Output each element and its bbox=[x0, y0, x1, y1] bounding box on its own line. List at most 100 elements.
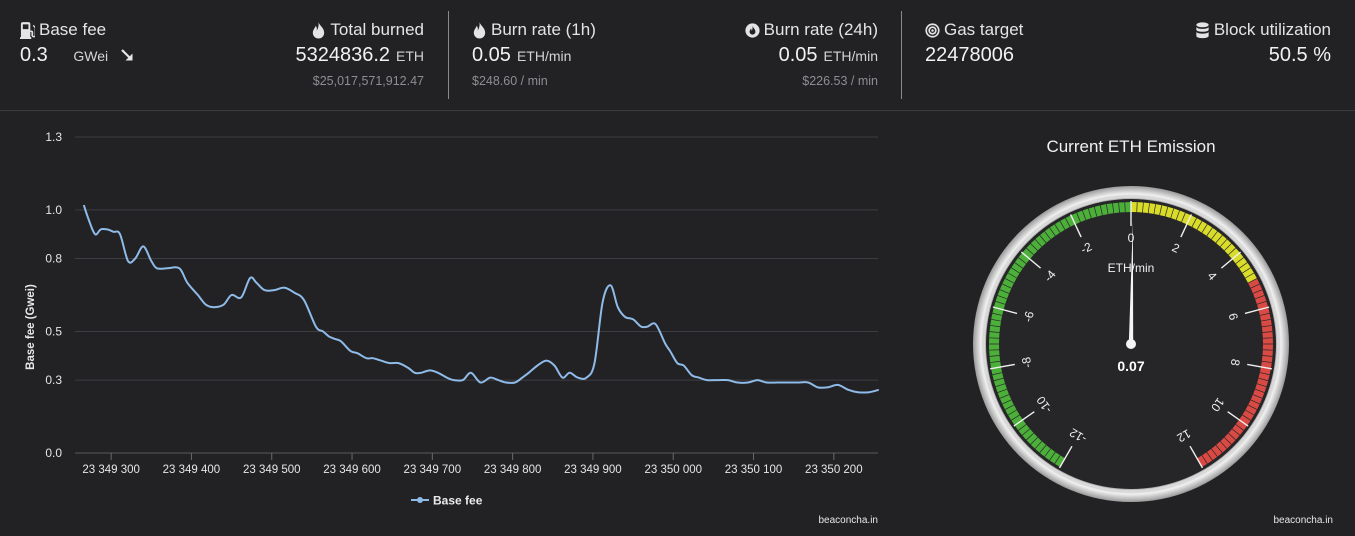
gauge-minor-tick bbox=[1065, 217, 1071, 228]
gauge-minor-tick bbox=[1007, 272, 1017, 279]
gauge-major-tick bbox=[1247, 363, 1272, 370]
gauge-minor-tick bbox=[1021, 428, 1031, 436]
gauge-minor-tick bbox=[1196, 220, 1203, 230]
gauge-minor-tick bbox=[995, 383, 1006, 388]
stats-divider bbox=[901, 11, 902, 99]
chart-legend[interactable]: Base fee bbox=[411, 494, 483, 508]
gauge-minor-tick bbox=[1256, 383, 1267, 388]
stats-divider bbox=[448, 11, 449, 99]
gauge-minor-tick bbox=[990, 360, 1001, 363]
gauge-minor-tick bbox=[1039, 444, 1047, 454]
gauge-title: Current ETH Emission bbox=[1046, 137, 1215, 156]
gauge-minor-tick bbox=[1254, 388, 1265, 393]
chart-credit[interactable]: beaconcha.in bbox=[819, 515, 879, 526]
gauge-minor-tick bbox=[993, 377, 1004, 382]
gauge-minor-tick bbox=[995, 300, 1006, 305]
gauge-minor-tick bbox=[1235, 257, 1244, 264]
gauge-major-tick bbox=[1227, 411, 1249, 427]
block-utilization-value: 50.5 % bbox=[1268, 44, 1331, 66]
gauge-minor-tick bbox=[1206, 451, 1213, 461]
database-icon bbox=[1196, 21, 1209, 38]
gauge-minor-tick bbox=[1026, 432, 1034, 441]
gauge-minor-tick bbox=[1250, 399, 1260, 405]
gauge-minor-tick bbox=[1018, 424, 1027, 431]
gauge-minor-tick bbox=[1254, 295, 1265, 300]
gauge-minor-tick bbox=[1153, 204, 1157, 215]
gauge-minor-tick bbox=[1026, 247, 1034, 256]
gauge-minor-tick bbox=[1014, 262, 1024, 269]
gauge-minor-tick bbox=[1211, 231, 1218, 240]
gauge-minor-tick bbox=[989, 355, 1000, 357]
gauge-minor-tick bbox=[1261, 325, 1272, 328]
gauge-minor-tick bbox=[997, 295, 1008, 300]
fire-icon bbox=[473, 21, 486, 39]
gauge-minor-tick bbox=[1238, 262, 1248, 269]
gauge-inner-rim bbox=[983, 196, 1279, 492]
gauge-minor-tick bbox=[1054, 455, 1061, 464]
burn-rate-1h-usd: $248.60 / min bbox=[472, 74, 548, 88]
gauge-minor-tick bbox=[1261, 360, 1272, 363]
gas-pump-icon bbox=[20, 21, 35, 39]
gauge-minor-tick bbox=[1142, 202, 1144, 213]
gauge-minor-tick bbox=[992, 312, 1003, 316]
legend-dot-marker bbox=[417, 497, 423, 503]
stat-total-burned: Total burned 5324836.2 ETH $25,017,571,91… bbox=[295, 20, 424, 88]
x-tick-label: 23 349 300 bbox=[82, 464, 140, 476]
gauge-minor-tick bbox=[1018, 257, 1027, 264]
gauge-minor-tick bbox=[1247, 278, 1258, 284]
gauge-minor-tick bbox=[990, 325, 1001, 328]
gauge-minor-tick bbox=[1105, 204, 1109, 215]
gauge-minor-tick bbox=[1044, 448, 1051, 457]
gauge-minor-tick bbox=[1219, 441, 1228, 449]
gauge-minor-tick bbox=[1231, 428, 1241, 436]
gauge-minor-tick bbox=[1259, 372, 1270, 376]
gauge-major-tick bbox=[990, 363, 1015, 370]
gauge-minor-tick bbox=[989, 331, 1000, 333]
gauge-minor-tick bbox=[999, 289, 1010, 294]
gauge-tick-label: 0 bbox=[1128, 231, 1135, 245]
burn-rate-24h-label: Burn rate (24h) bbox=[763, 20, 878, 39]
gauge-tick-label: -6 bbox=[1021, 309, 1037, 323]
gauge-major-tick bbox=[1069, 214, 1082, 238]
gauge-minor-tick bbox=[1215, 234, 1223, 244]
gauge-minor-tick bbox=[1059, 220, 1066, 230]
base-fee-label: Base fee bbox=[39, 20, 107, 39]
x-tick-label: 23 349 500 bbox=[243, 464, 301, 476]
gauge-minor-tick bbox=[1159, 205, 1163, 216]
gauge-tick-label: 12 bbox=[1174, 426, 1193, 445]
gauge-minor-tick bbox=[1219, 239, 1228, 247]
burn-rate-1h-value: 0.05 bbox=[472, 44, 511, 66]
gauge-minor-tick bbox=[1181, 212, 1186, 223]
total-burned-unit: ETH bbox=[396, 48, 424, 64]
gauge-minor-tick bbox=[1252, 394, 1263, 399]
gauge-minor-tick bbox=[1242, 414, 1251, 421]
gauge-minor-tick bbox=[1252, 289, 1263, 294]
gauge-minor-tick bbox=[1262, 331, 1273, 333]
gauge-minor-tick bbox=[992, 372, 1003, 376]
gauge-minor-tick bbox=[1211, 448, 1218, 457]
gauge-minor-tick bbox=[1002, 283, 1012, 289]
bullseye-icon bbox=[925, 22, 940, 38]
base-fee-series-line bbox=[82, 204, 880, 394]
chart-grid bbox=[75, 136, 878, 454]
gauge-minor-tick bbox=[1147, 203, 1150, 214]
gauge-minor-tick bbox=[1011, 267, 1020, 274]
x-tick-label: 23 349 400 bbox=[163, 464, 221, 476]
gauge-minor-tick bbox=[1228, 247, 1236, 256]
gauge-value-label: 0.07 bbox=[1117, 358, 1144, 374]
gauge-minor-tick bbox=[1093, 206, 1098, 217]
y-axis-ticks: 0.0 0.3 0.5 0.8 1.0 1.3 bbox=[45, 130, 62, 460]
gauge-minor-tick bbox=[999, 394, 1010, 399]
gauge-major-tick bbox=[1220, 251, 1241, 269]
y-tick-label: 1.3 bbox=[45, 130, 62, 144]
gauge-unit-label: ETH/min bbox=[1108, 261, 1155, 275]
gauge-minor-tick bbox=[1039, 234, 1047, 244]
gauge-minor-tick bbox=[1002, 399, 1012, 405]
gauge-minor-tick bbox=[1206, 227, 1213, 237]
gauge-minor-tick bbox=[1247, 404, 1258, 410]
gauge-minor-tick bbox=[1087, 208, 1092, 219]
stat-burn-rate-24h: Burn rate (24h) 0.05 ETH/min $226.53 / mi… bbox=[745, 20, 878, 88]
gauge-minor-tick bbox=[1242, 267, 1251, 274]
gauge-minor-tick bbox=[1034, 441, 1043, 449]
gauge-credit[interactable]: beaconcha.in bbox=[1274, 515, 1334, 526]
